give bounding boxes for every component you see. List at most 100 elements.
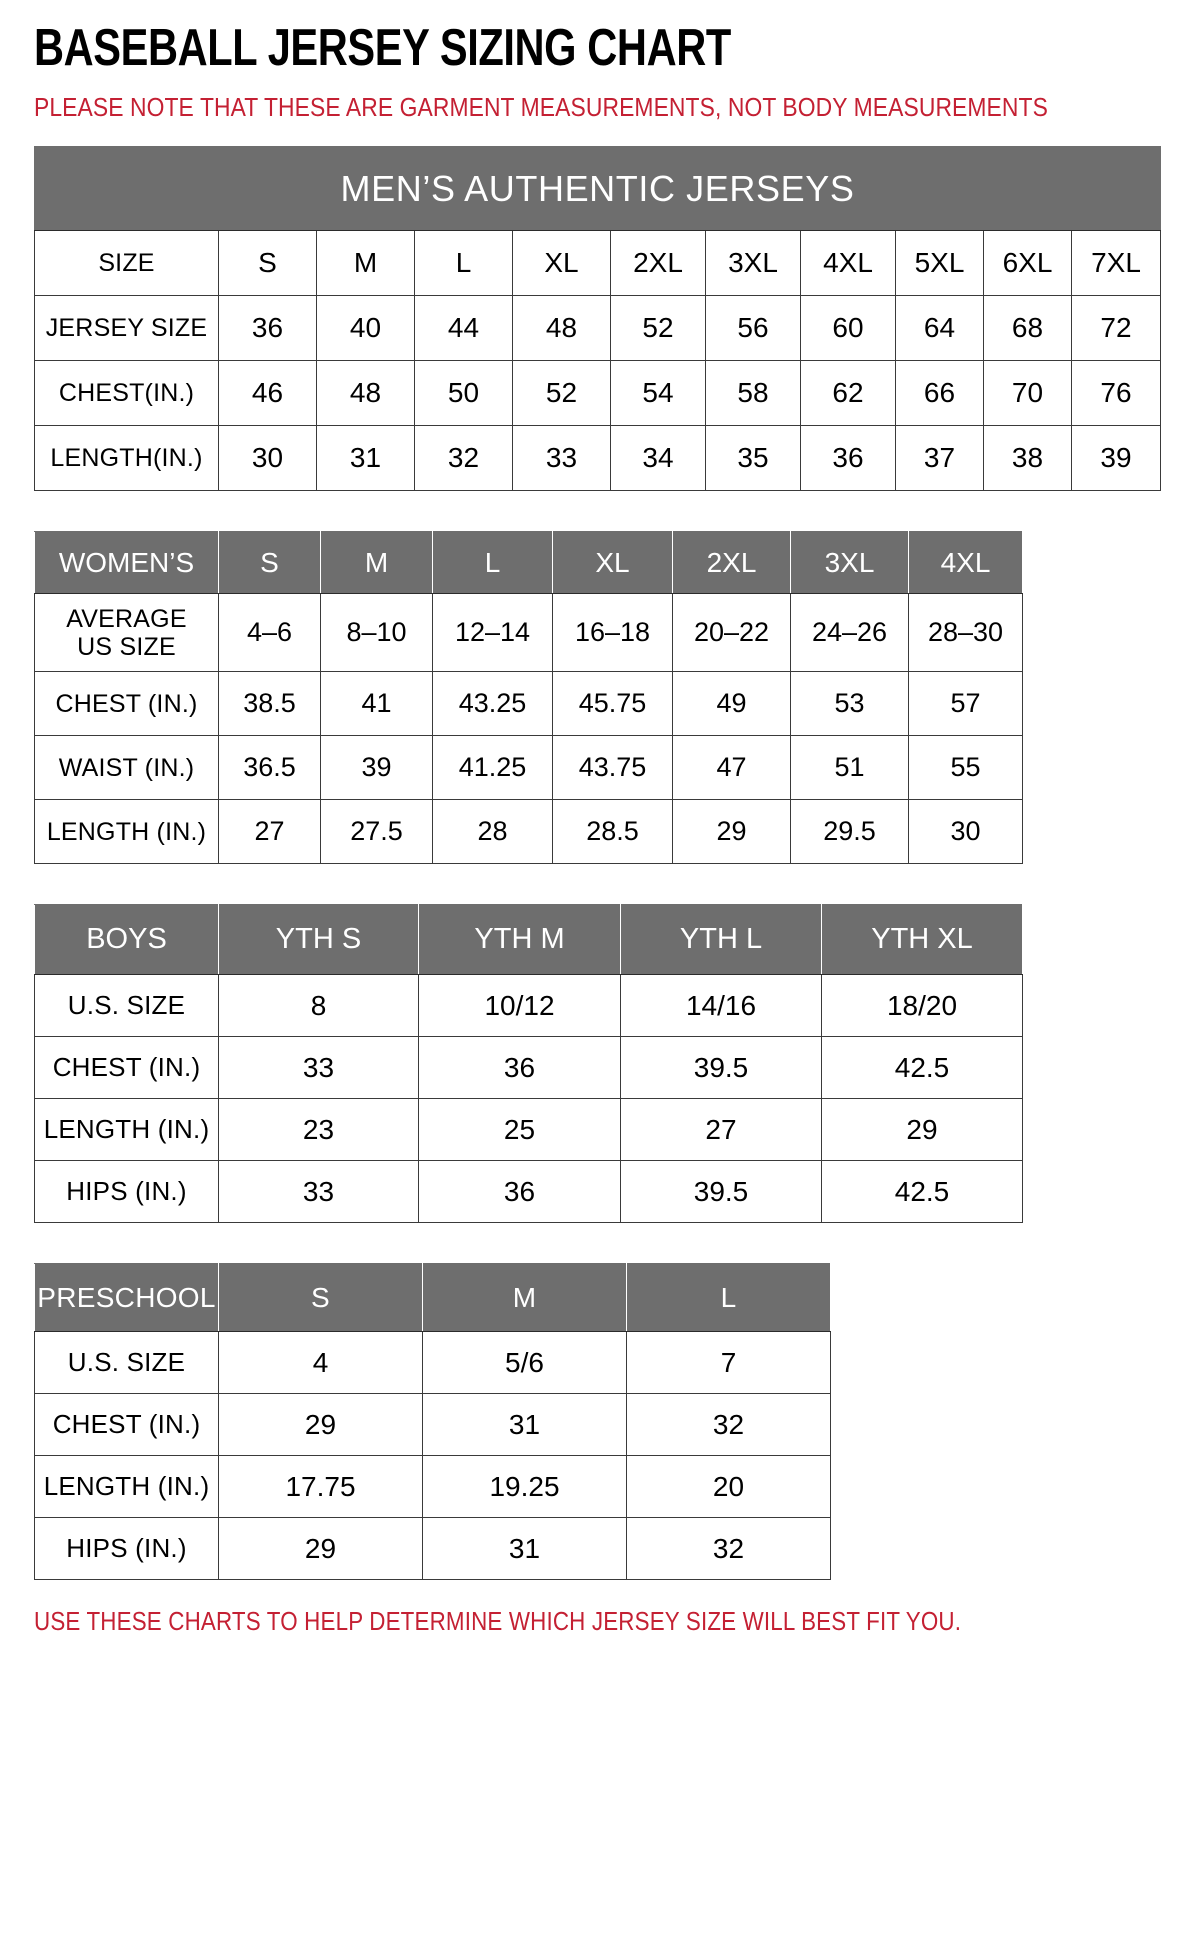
preschool-row-label: U.S. SIZE	[34, 1331, 219, 1395]
table-row: AVERAGE US SIZE 4–6 8–10 12–14 16–18 20–2…	[34, 593, 1023, 673]
cell: 4–6	[218, 593, 321, 673]
cell: 46	[218, 360, 317, 427]
womens-sizing-table: WOMEN’S S M L XL 2XL 3XL 4XL AVERAGE US S…	[34, 531, 1023, 865]
womens-col-s: S	[218, 531, 321, 595]
cell: 57	[908, 671, 1023, 737]
cell: 33	[218, 1160, 419, 1224]
cell: 28.5	[552, 799, 673, 865]
preschool-label-header: PRESCHOOL	[34, 1263, 219, 1333]
cell: 68	[983, 295, 1072, 362]
cell: 51	[790, 735, 909, 801]
mens-col-4xl: 4XL	[800, 230, 896, 297]
mens-row-label: CHEST(IN.)	[34, 360, 219, 427]
boys-header-row: BOYS YTH S YTH M YTH L YTH XL	[34, 904, 1023, 976]
preschool-row-label: HIPS (IN.)	[34, 1517, 219, 1581]
cell: 18/20	[821, 974, 1023, 1038]
cell: 58	[705, 360, 801, 427]
cell: 29.5	[790, 799, 909, 865]
boys-row-label: LENGTH (IN.)	[34, 1098, 219, 1162]
cell: 28–30	[908, 593, 1023, 673]
cell: 64	[895, 295, 984, 362]
cell: 39	[320, 735, 433, 801]
preschool-col-l: L	[626, 1263, 831, 1333]
table-row: HIPS (IN.) 33 36 39.5 42.5	[34, 1160, 1023, 1224]
cell: 62	[800, 360, 896, 427]
womens-col-xl: XL	[552, 531, 673, 595]
label-line-1: AVERAGE	[66, 604, 187, 633]
womens-col-l: L	[432, 531, 553, 595]
cell: 50	[414, 360, 513, 427]
boys-col-yth-xl: YTH XL	[821, 904, 1023, 976]
cell: 60	[800, 295, 896, 362]
cell: 36.5	[218, 735, 321, 801]
cell: 29	[218, 1393, 423, 1457]
cell: 53	[790, 671, 909, 737]
cell: 52	[512, 360, 611, 427]
cell: 36	[418, 1160, 621, 1224]
cell: 39.5	[620, 1160, 822, 1224]
cell: 56	[705, 295, 801, 362]
cell: 27	[620, 1098, 822, 1162]
cell: 45.75	[552, 671, 673, 737]
cell: 7	[626, 1331, 831, 1395]
cell: 28	[432, 799, 553, 865]
cell: 36	[800, 425, 896, 492]
cell: 76	[1071, 360, 1161, 427]
cell: 42.5	[821, 1160, 1023, 1224]
cell: 12–14	[432, 593, 553, 673]
preschool-sizing-table: PRESCHOOL S M L U.S. SIZE 4 5/6 7 CHEST …	[34, 1263, 831, 1581]
mens-row-label: JERSEY SIZE	[34, 295, 219, 362]
table-row: CHEST (IN.) 33 36 39.5 42.5	[34, 1036, 1023, 1100]
table-row: LENGTH (IN.) 17.75 19.25 20	[34, 1455, 831, 1519]
womens-row-label: CHEST (IN.)	[34, 671, 219, 737]
cell: 31	[316, 425, 415, 492]
cell: 39.5	[620, 1036, 822, 1100]
table-row: CHEST (IN.) 29 31 32	[34, 1393, 831, 1457]
mens-col-5xl: 5XL	[895, 230, 984, 297]
table-row: JERSEY SIZE 36 40 44 48 52 56 60 64 68 7…	[34, 295, 1161, 362]
preschool-row-label: CHEST (IN.)	[34, 1393, 219, 1457]
cell: 72	[1071, 295, 1161, 362]
womens-col-2xl: 2XL	[672, 531, 791, 595]
preschool-col-m: M	[422, 1263, 627, 1333]
womens-row-label: WAIST (IN.)	[34, 735, 219, 801]
cell: 8	[218, 974, 419, 1038]
womens-row-label: LENGTH (IN.)	[34, 799, 219, 865]
cell: 70	[983, 360, 1072, 427]
cell: 8–10	[320, 593, 433, 673]
womens-row-label: AVERAGE US SIZE	[34, 593, 219, 673]
footer-note: USE THESE CHARTS TO HELP DETERMINE WHICH…	[34, 1606, 962, 1637]
mens-col-xl: XL	[512, 230, 611, 297]
cell: 32	[414, 425, 513, 492]
womens-header-row: WOMEN’S S M L XL 2XL 3XL 4XL	[34, 531, 1023, 595]
cell: 38.5	[218, 671, 321, 737]
cell: 66	[895, 360, 984, 427]
cell: 30	[908, 799, 1023, 865]
cell: 33	[218, 1036, 419, 1100]
cell: 29	[218, 1517, 423, 1581]
mens-row-label: LENGTH(IN.)	[34, 425, 219, 492]
mens-table-banner: MEN’S AUTHENTIC JERSEYS	[34, 146, 1161, 232]
cell: 54	[610, 360, 706, 427]
cell: 34	[610, 425, 706, 492]
cell: 38	[983, 425, 1072, 492]
cell: 42.5	[821, 1036, 1023, 1100]
cell: 47	[672, 735, 791, 801]
preschool-col-s: S	[218, 1263, 423, 1333]
boys-row-label: CHEST (IN.)	[34, 1036, 219, 1100]
womens-col-3xl: 3XL	[790, 531, 909, 595]
cell: 30	[218, 425, 317, 492]
cell: 27.5	[320, 799, 433, 865]
cell: 32	[626, 1393, 831, 1457]
label-line-2: US SIZE	[77, 632, 176, 661]
mens-col-2xl: 2XL	[610, 230, 706, 297]
table-row: LENGTH (IN.) 27 27.5 28 28.5 29 29.5 30	[34, 799, 1023, 865]
preschool-row-label: LENGTH (IN.)	[34, 1455, 219, 1519]
cell: 36	[418, 1036, 621, 1100]
cell: 52	[610, 295, 706, 362]
cell: 29	[821, 1098, 1023, 1162]
cell: 20	[626, 1455, 831, 1519]
womens-col-4xl: 4XL	[908, 531, 1023, 595]
mens-col-3xl: 3XL	[705, 230, 801, 297]
